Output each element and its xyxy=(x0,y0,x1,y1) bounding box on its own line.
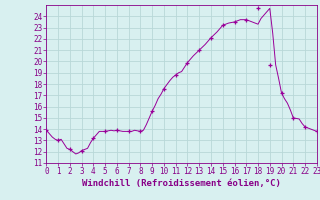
X-axis label: Windchill (Refroidissement éolien,°C): Windchill (Refroidissement éolien,°C) xyxy=(82,179,281,188)
